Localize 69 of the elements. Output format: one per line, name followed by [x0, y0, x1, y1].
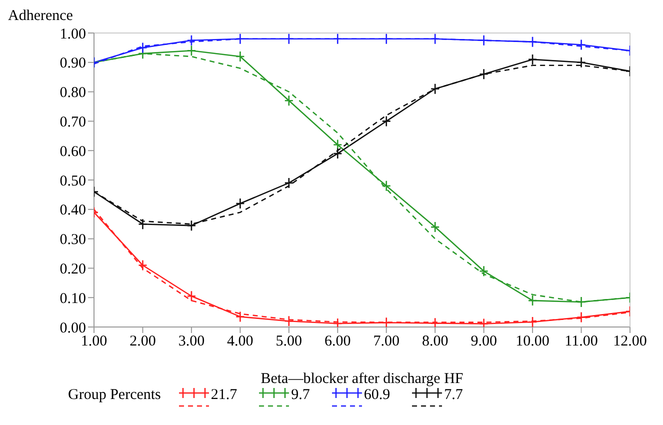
- point: [576, 296, 586, 308]
- x-tick-label: 7.00: [373, 334, 400, 350]
- point: [430, 221, 440, 233]
- x-axis-title: Beta—blocker after discharge HF: [260, 371, 464, 387]
- legend-label: 60.9: [364, 387, 390, 405]
- x-tick-label: 8.00: [422, 334, 448, 350]
- y-tick-label: 0.20: [60, 262, 86, 278]
- y-tick-label: 0.50: [60, 173, 86, 190]
- point: [236, 50, 245, 62]
- point: [576, 312, 586, 323]
- point: [479, 265, 488, 277]
- point: [528, 54, 538, 66]
- point: [284, 177, 294, 189]
- y-tick-label: 0.10: [60, 290, 86, 307]
- point: [382, 180, 392, 192]
- point: [236, 198, 245, 210]
- point: [528, 294, 538, 306]
- point: [430, 318, 440, 327]
- point: [332, 33, 342, 45]
- point: [138, 260, 148, 271]
- x-tick-label: 6.00: [324, 334, 351, 350]
- x-tick-label: 1.00: [80, 334, 108, 350]
- point: [186, 34, 196, 46]
- y-tick-label: 0.70: [60, 114, 86, 131]
- point: [430, 83, 440, 95]
- legend-title: Group Percents: [68, 387, 161, 404]
- x-tick-label: 4.00: [227, 334, 254, 350]
- y-tick-label: 0.40: [60, 202, 86, 219]
- point: [479, 68, 488, 80]
- x-tick-label: 3.00: [178, 334, 205, 350]
- x-tick-label: 10.00: [516, 334, 550, 350]
- point: [332, 318, 342, 327]
- point: [332, 139, 342, 150]
- point: [430, 33, 440, 45]
- x-tick-label: 2.00: [130, 334, 156, 350]
- point: [284, 94, 294, 106]
- point: [236, 311, 245, 322]
- y-tick-label: 0.60: [60, 144, 86, 160]
- point: [576, 56, 586, 68]
- x-tick-label: 5.00: [276, 334, 302, 350]
- point: [284, 315, 294, 327]
- point: [186, 290, 196, 302]
- y-axis-title: Adherence: [8, 8, 73, 25]
- x-tick-label: 9.00: [470, 334, 497, 350]
- y-tick-label: 0.00: [60, 320, 86, 336]
- point: [576, 39, 586, 50]
- point: [236, 33, 245, 45]
- point: [332, 148, 342, 160]
- point: [382, 116, 392, 127]
- point: [479, 318, 488, 327]
- x-tick-label: 11.00: [564, 334, 598, 350]
- point: [138, 218, 148, 230]
- y-tick-label: 0.90: [60, 56, 86, 72]
- point: [382, 33, 392, 45]
- y-tick-label: 0.80: [60, 85, 86, 102]
- point: [186, 44, 196, 56]
- x-tick-label: 12.00: [613, 334, 647, 350]
- point: [284, 33, 294, 45]
- legend-label: 7.7: [444, 387, 463, 405]
- legend-label: 9.7: [291, 387, 310, 405]
- point: [528, 36, 538, 48]
- y-tick-label: 1.00: [60, 26, 86, 42]
- point: [528, 316, 538, 327]
- point: [479, 34, 488, 46]
- y-tick-label: 0.30: [60, 232, 86, 248]
- legend-label: 21.7: [210, 387, 238, 405]
- point: [382, 316, 392, 327]
- point: [186, 220, 196, 232]
- point: [138, 42, 148, 54]
